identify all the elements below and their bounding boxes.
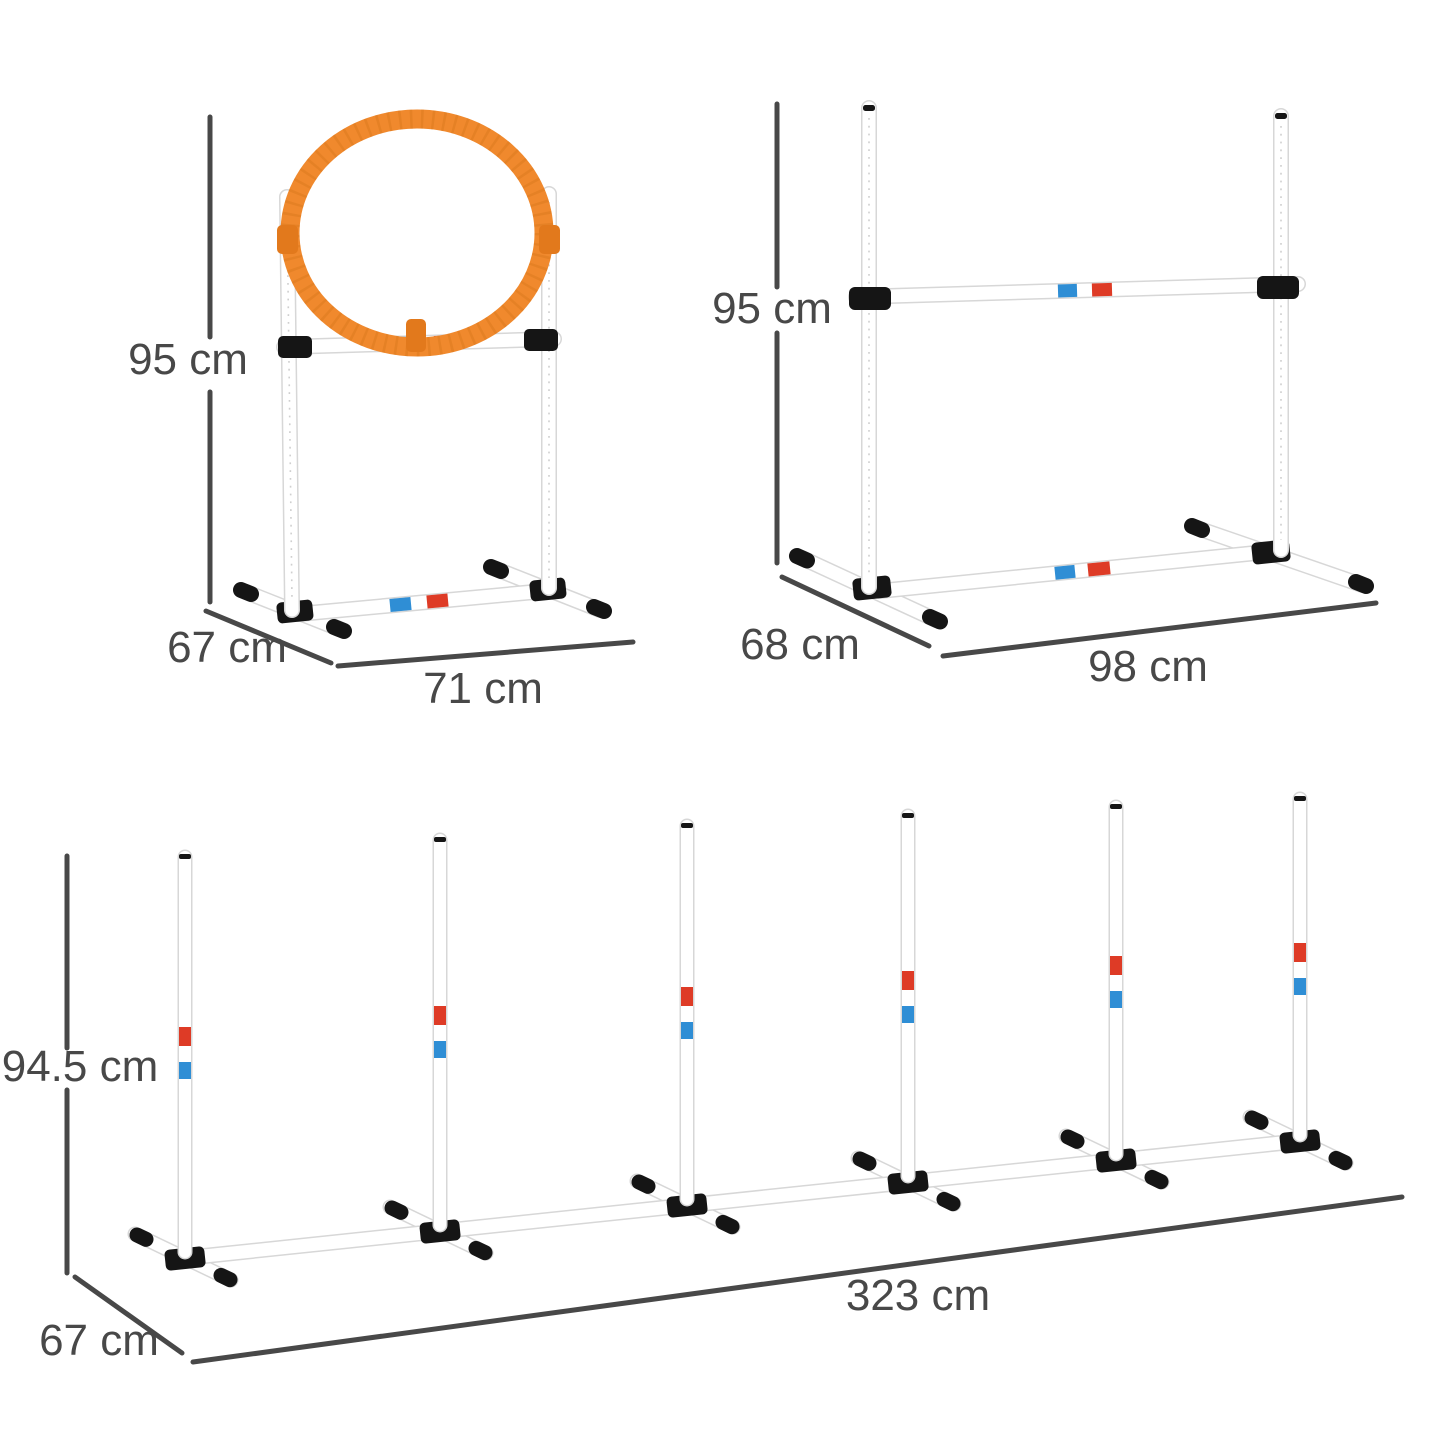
dimension-label: 95 cm (712, 284, 832, 333)
foot-cap (326, 619, 352, 639)
dimension-line (940, 600, 1379, 659)
weave-pole-1 (177, 849, 193, 1260)
pole-tip (902, 813, 914, 818)
dimension-label: 67 cm (39, 1316, 159, 1365)
dimension-line (72, 1274, 185, 1356)
hurdle-height-dimension: 95 cm (712, 101, 832, 566)
weave-pole-2 (432, 832, 448, 1233)
hurdle-obstacle: 95 cm 68 cm 98 cm (712, 100, 1379, 691)
hurdle-width-dimension: 98 cm (940, 600, 1379, 691)
bar-clamp (849, 287, 891, 310)
ring-jump-height-dimension: 95 cm (128, 114, 248, 605)
weave-pole-5 (1108, 799, 1124, 1162)
ring-jump-base (233, 559, 612, 639)
ring-jump-hoop (277, 109, 560, 357)
pole-tip (1294, 796, 1306, 801)
hurdle-depth-dimension: 68 cm (740, 574, 932, 669)
ring-jump-width-dimension: 71 cm (335, 639, 636, 713)
foot-cap (233, 582, 259, 602)
foot-cap (1348, 574, 1374, 594)
bar-clamp (1257, 276, 1299, 299)
blue-band (1057, 283, 1078, 298)
foot-cap (789, 548, 815, 569)
dimension-label: 94.5 cm (2, 1042, 159, 1091)
foot-cap (922, 609, 948, 630)
pole-tip (863, 105, 875, 111)
dimension-label: 95 cm (128, 335, 248, 384)
pole-texture (286, 204, 293, 601)
dimension-label: 323 cm (846, 1271, 990, 1320)
hurdle-crossbar (848, 276, 1306, 310)
bar-clamp (524, 329, 558, 351)
dimension-line (779, 574, 932, 649)
foot-cap (586, 599, 612, 619)
blue-band (1054, 564, 1076, 580)
weave-height-dimension: 94.5 cm (2, 853, 159, 1276)
weave-poles-obstacle: 94.5 cm 67 cm 323 cm (2, 791, 1405, 1365)
dimension-label: 71 cm (423, 664, 543, 713)
weave-depth-dimension: 67 cm (39, 1274, 185, 1365)
weave-pole-4 (900, 808, 916, 1184)
ring-jump-obstacle: 95 cm 67 cm 71 cm (128, 109, 636, 713)
weave-pole-6 (1292, 791, 1308, 1143)
red-band (426, 593, 449, 609)
dimension-label: 68 cm (740, 620, 860, 669)
pole-tip (1110, 804, 1122, 809)
dimension-line (335, 639, 636, 669)
ring-strap (277, 225, 298, 254)
pole-tip (434, 837, 446, 842)
pole-tip (681, 823, 693, 828)
weave-length-dimension: 323 cm (190, 1194, 1405, 1365)
ring-strap (539, 225, 560, 254)
ring-jump-poles (279, 186, 557, 618)
pole-tip (1275, 113, 1287, 119)
foot-cap (1184, 518, 1210, 538)
dimension-line (190, 1194, 1405, 1365)
pole-tip (179, 854, 191, 859)
foot-cap (483, 559, 509, 579)
hurdle-poles (861, 100, 1289, 595)
weave-pole-3 (679, 818, 695, 1207)
ring-strap (406, 319, 426, 352)
red-band (1091, 282, 1113, 297)
dimension-line (203, 608, 334, 666)
ring-jump-depth-dimension: 67 cm (167, 608, 334, 672)
dimension-label: 67 cm (167, 623, 287, 672)
dimension-label: 98 cm (1088, 642, 1208, 691)
red-band (1087, 561, 1111, 577)
blue-band (389, 597, 412, 612)
bar-clamp (278, 336, 312, 358)
